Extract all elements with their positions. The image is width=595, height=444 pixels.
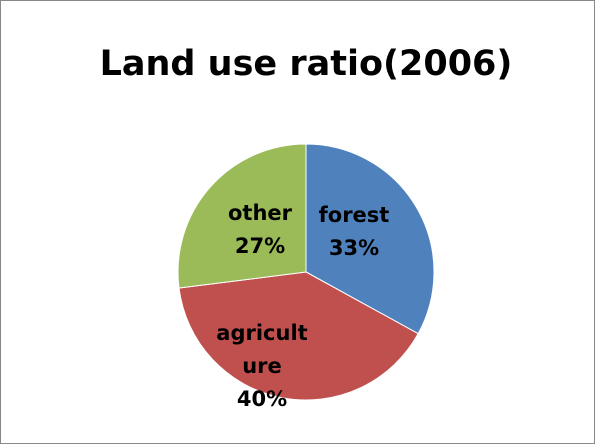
pie-slices bbox=[177, 143, 435, 401]
pie-slice-agriculture bbox=[178, 271, 419, 401]
slice-label-other-line-2: 27% bbox=[235, 234, 285, 258]
pie-slice-other bbox=[177, 143, 307, 289]
slice-label-agriculture-line-1: agricult bbox=[216, 321, 307, 345]
chart-title: Land use ratio(2006) bbox=[99, 44, 513, 84]
pie-slice-forest bbox=[305, 143, 435, 335]
slice-label-forest-line-2: 33% bbox=[329, 236, 379, 260]
slice-label-forest-line-1: forest bbox=[319, 203, 390, 227]
slice-labels: forest 33% agricult ure 40% other 27% bbox=[216, 201, 389, 411]
slice-label-agriculture-line-2: ure bbox=[242, 354, 282, 378]
slice-label-agriculture-line-3: 40% bbox=[237, 387, 287, 411]
slice-label-other-line-1: other bbox=[228, 201, 293, 225]
